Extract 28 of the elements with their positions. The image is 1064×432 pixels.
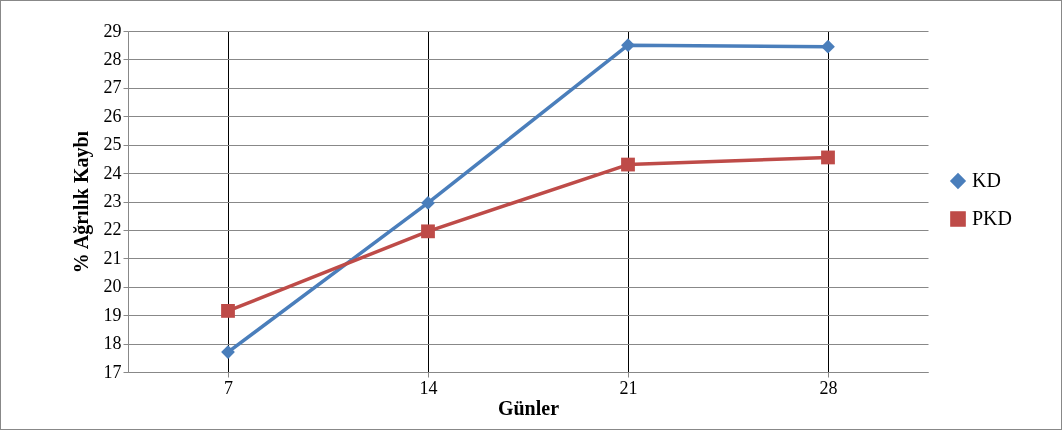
y-tick-label: 22 [103, 219, 122, 240]
y-tick-label: 29 [103, 20, 122, 41]
point [821, 150, 835, 165]
y-tick-label: 17 [103, 361, 122, 382]
x-tick-label: 21 [619, 377, 638, 398]
x-tick-label: 28 [819, 377, 838, 398]
y-tick-label: 18 [103, 333, 122, 354]
x-tick-label: 7 [224, 377, 233, 398]
point [421, 196, 435, 210]
y-tick-label: 28 [103, 48, 122, 69]
y-tick-label: 20 [103, 276, 122, 297]
point [421, 224, 435, 239]
x-axis-title: Günler [497, 396, 560, 419]
legend-label: KD [972, 169, 1001, 191]
y-tick-label: 26 [103, 105, 122, 126]
x-tick-label: 14 [419, 377, 438, 398]
y-tick-label: 23 [103, 191, 122, 211]
legend-label: PKD [972, 207, 1013, 229]
y-tick-label: 27 [103, 77, 122, 98]
point [821, 39, 835, 54]
point [621, 157, 635, 172]
point [221, 304, 235, 318]
y-tick-label: 21 [103, 247, 122, 268]
y-tick-label: 19 [103, 304, 122, 325]
point [621, 38, 635, 53]
y-tick-label: 24 [103, 162, 122, 183]
y-axis-title: % Ağrılık Kaybı [69, 130, 93, 274]
y-tick-label: 25 [103, 134, 122, 155]
